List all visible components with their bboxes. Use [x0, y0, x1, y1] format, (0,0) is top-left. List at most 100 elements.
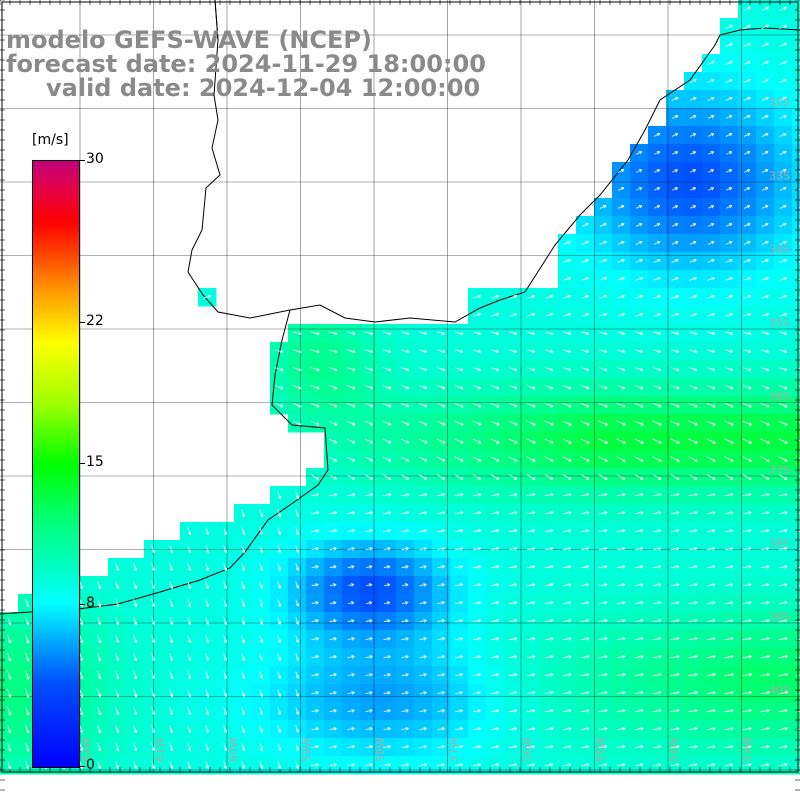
wind-arrow	[670, 438, 680, 444]
wind-arrow	[527, 312, 536, 317]
wind-arrow	[707, 60, 715, 65]
wind-arrow	[259, 527, 264, 536]
wind-arrow	[562, 546, 572, 551]
wind-arrow	[690, 187, 696, 191]
wind-arrow	[742, 367, 752, 372]
wind-arrow	[779, 168, 787, 173]
wind-arrow	[436, 349, 446, 354]
wind-arrow	[205, 527, 210, 536]
wind-arrow	[310, 420, 320, 426]
wind-arrow	[563, 276, 571, 281]
wind-arrow	[364, 420, 374, 426]
wind-arrow	[169, 545, 174, 554]
colorbar	[32, 160, 80, 768]
wind-arrow	[706, 564, 716, 569]
wind-arrow	[635, 205, 643, 209]
wind-arrow	[366, 583, 373, 587]
wind-speed-cell	[792, 72, 800, 91]
wind-arrow	[455, 565, 463, 569]
wind-arrow	[726, 187, 733, 191]
wind-arrow	[223, 527, 228, 536]
wind-arrow	[617, 222, 625, 227]
wind-arrow	[725, 133, 733, 137]
wind-arrow	[634, 492, 644, 497]
wind-arrow	[724, 582, 734, 587]
wind-speed-cell	[792, 324, 800, 343]
wind-arrow	[562, 564, 572, 569]
wind-arrow	[562, 474, 572, 480]
wind-arrow	[526, 474, 536, 480]
wind-arrow	[778, 528, 788, 533]
wind-arrow	[526, 546, 536, 551]
wind-arrow	[778, 420, 788, 426]
wind-arrow	[617, 205, 625, 209]
wind-speed-cell	[792, 720, 800, 739]
wind-arrow	[133, 599, 138, 608]
wind-arrow	[761, 258, 769, 263]
wind-arrow	[797, 243, 800, 245]
wind-arrow	[364, 456, 374, 462]
wind-arrow	[761, 187, 769, 191]
wind-speed-cell	[792, 468, 800, 487]
wind-arrow	[526, 349, 536, 354]
wind-arrow	[526, 600, 536, 605]
wind-arrow	[527, 331, 536, 336]
wind-arrow	[743, 312, 752, 317]
wind-arrow	[779, 312, 788, 317]
wind-arrow	[617, 331, 626, 336]
wind-arrow	[652, 546, 662, 551]
wind-arrow	[707, 96, 715, 101]
wind-arrow	[454, 492, 464, 497]
colorbar-tick-mark	[79, 766, 85, 767]
wind-arrow	[437, 601, 445, 605]
wind-arrow	[436, 367, 446, 372]
wind-speed-cell	[792, 594, 800, 613]
wind-arrow	[761, 240, 769, 245]
wind-arrow	[689, 114, 697, 119]
wind-arrow	[598, 528, 608, 533]
wind-arrow	[778, 546, 788, 551]
wind-arrow	[598, 582, 608, 587]
wind-arrow	[347, 474, 356, 480]
colorbar-units: [m/s]	[32, 132, 69, 148]
wind-arrow	[778, 600, 788, 605]
wind-speed-cell	[792, 522, 800, 541]
wind-arrow	[670, 528, 680, 533]
wind-arrow	[364, 438, 374, 444]
wind-arrow	[599, 294, 607, 299]
wind-arrow	[169, 581, 174, 590]
wind-arrow	[779, 96, 787, 101]
wind-arrow	[310, 385, 320, 390]
wind-arrow	[187, 581, 192, 590]
wind-arrow	[581, 258, 589, 263]
wind-arrow	[654, 187, 661, 191]
wind-arrow	[652, 438, 662, 444]
wind-arrow	[437, 565, 445, 569]
wind-arrow	[634, 600, 644, 605]
wind-arrow	[760, 402, 770, 408]
wind-speed-cell	[792, 558, 800, 577]
wind-arrow	[724, 546, 734, 551]
wind-arrow	[671, 240, 679, 245]
wind-arrow	[383, 529, 391, 533]
wind-vectors	[7, 6, 800, 770]
wind-arrow	[347, 456, 356, 462]
wind-arrow	[724, 528, 734, 533]
wind-arrow	[743, 169, 751, 173]
wind-arrow	[490, 546, 500, 551]
wind-arrow	[364, 331, 374, 336]
wind-arrow	[616, 349, 626, 354]
wind-arrow	[599, 331, 608, 336]
wind-arrow	[580, 420, 590, 426]
wind-arrow	[329, 583, 337, 587]
wind-arrow	[418, 349, 428, 354]
wind-arrow	[346, 402, 356, 408]
wind-arrow	[223, 599, 228, 608]
wind-arrow	[634, 385, 644, 390]
wind-arrow	[724, 420, 734, 426]
wind-arrow	[652, 564, 662, 569]
wind-arrow	[292, 402, 302, 408]
wind-arrow	[472, 331, 482, 336]
wind-arrow	[688, 402, 698, 408]
